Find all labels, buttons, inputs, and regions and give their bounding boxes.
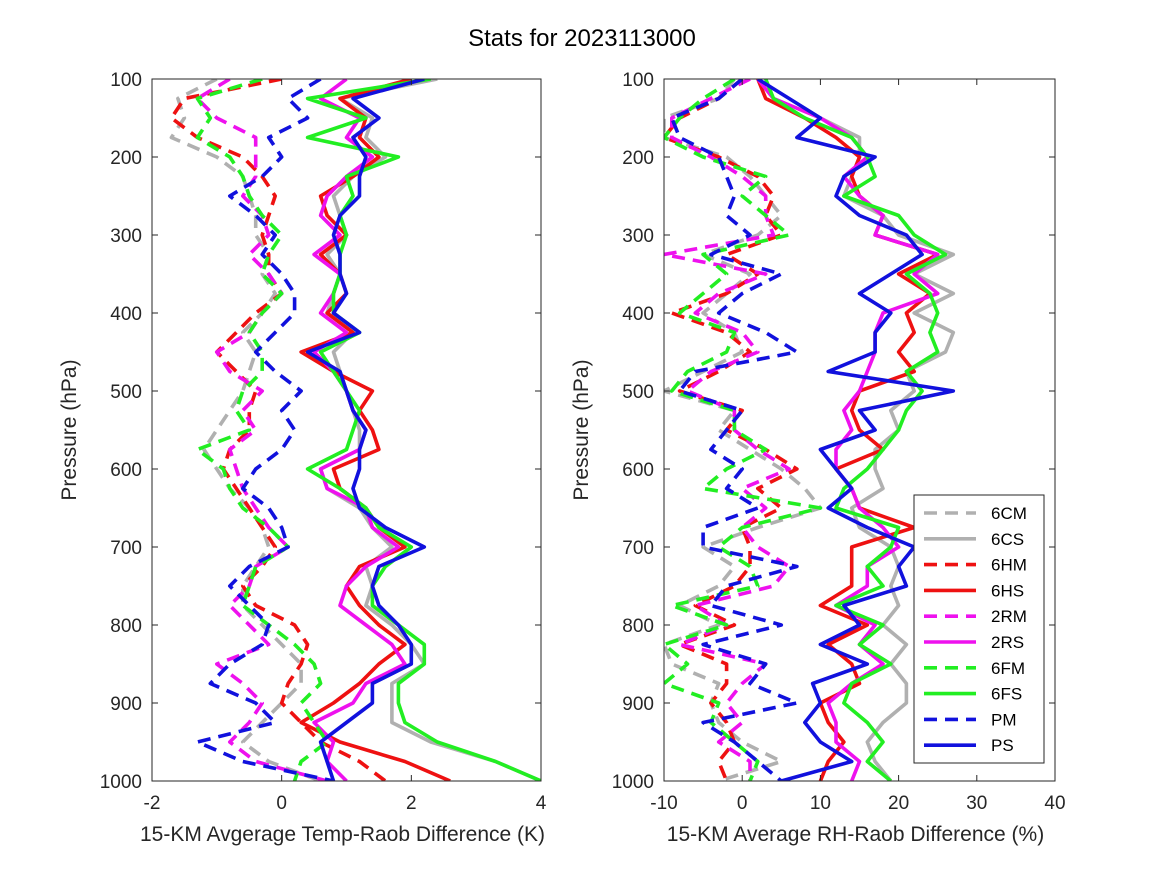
legend: 6CM 6CS 6HM 6HS 2RM 2RS 6FM 6FS PM PS	[913, 494, 1045, 764]
legend-box	[913, 494, 1045, 764]
series-group	[664, 79, 956, 781]
x-tick-label: 30	[966, 793, 987, 814]
series-line-ps	[756, 79, 956, 781]
legend-label-6fm: 6FM	[991, 659, 1025, 678]
x-tick-label: -10	[650, 793, 677, 814]
y-tick-label: 300	[622, 226, 654, 247]
y-axis-label: Pressure (hPa)	[58, 359, 81, 500]
y-tick-label: 500	[622, 382, 654, 403]
series-line-6hm	[169, 79, 387, 781]
rh-difference-panel: -10 0 10 20 30 40 100 200 300 400 500 600 700 800 900 1…	[570, 70, 1066, 846]
x-axis-label: 15-KM Avgerage Temp-Raob Difference (K)	[140, 823, 545, 846]
x-tick-label: 4	[536, 793, 547, 814]
y-tick-label: 600	[622, 460, 654, 481]
figure-title: Stats for 2023113000	[468, 25, 696, 52]
series-line-ps	[305, 79, 427, 781]
legend-label-pm: PM	[991, 710, 1017, 729]
y-tick-label: 400	[110, 304, 142, 325]
x-tick-label: -2	[144, 793, 161, 814]
y-tick-label: 100	[110, 70, 142, 91]
series-line-6fs	[764, 79, 948, 781]
x-tick-label: 0	[737, 793, 748, 814]
axes-box	[663, 78, 1056, 782]
series-line-6fm	[664, 79, 823, 781]
x-tick-label: 10	[810, 793, 831, 814]
series-line-6fm	[195, 79, 329, 781]
legend-label-ps: PS	[991, 736, 1014, 755]
y-tick-label: 900	[622, 694, 654, 715]
series-line-6hs	[299, 79, 451, 781]
x-axis-label: 15-KM Average RH-Raob Difference (%)	[667, 823, 1044, 846]
x-tick-label: 40	[1044, 793, 1065, 814]
series-line-pm	[669, 79, 799, 781]
legend-label-2rm: 2RM	[991, 607, 1027, 626]
y-tick-label: 1000	[612, 772, 654, 793]
y-tick-label: 100	[622, 70, 654, 91]
temp-difference-panel: -2 0 2 4 100 200 300 400 500 600 700 800 900 1000 15-K…	[58, 70, 547, 846]
y-tick-label: 200	[110, 148, 142, 169]
x-tick-label: 2	[406, 793, 417, 814]
legend-label-6cm: 6CM	[991, 504, 1027, 523]
y-tick-label: 800	[110, 616, 142, 637]
y-tick-label: 500	[110, 382, 142, 403]
legend-label-6cs: 6CS	[991, 530, 1024, 549]
y-axis-label: Pressure (hPa)	[570, 359, 593, 500]
y-tick-label: 200	[622, 148, 654, 169]
y-tick-label: 700	[622, 538, 654, 559]
series-group	[169, 79, 541, 781]
x-tick-label: 20	[888, 793, 909, 814]
legend-label-6hs: 6HS	[991, 581, 1024, 600]
legend-label-6fs: 6FS	[991, 685, 1022, 704]
y-tick-label: 600	[110, 460, 142, 481]
axes-box	[151, 78, 542, 782]
legend-label-6hm: 6HM	[991, 556, 1027, 575]
x-tick-label: 0	[276, 793, 287, 814]
y-tick-label: 1000	[100, 772, 142, 793]
series-line-2rs	[756, 79, 940, 781]
y-tick-label: 900	[110, 694, 142, 715]
y-tick-label: 800	[622, 616, 654, 637]
y-tick-label: 700	[110, 538, 142, 559]
series-line-6fs	[305, 79, 541, 781]
series-line-6cm	[664, 79, 823, 781]
y-tick-label: 300	[110, 226, 142, 247]
series-line-pm	[195, 79, 334, 781]
y-tick-label: 400	[622, 304, 654, 325]
legend-label-2rs: 2RS	[991, 633, 1024, 652]
series-line-2rm	[195, 79, 328, 781]
